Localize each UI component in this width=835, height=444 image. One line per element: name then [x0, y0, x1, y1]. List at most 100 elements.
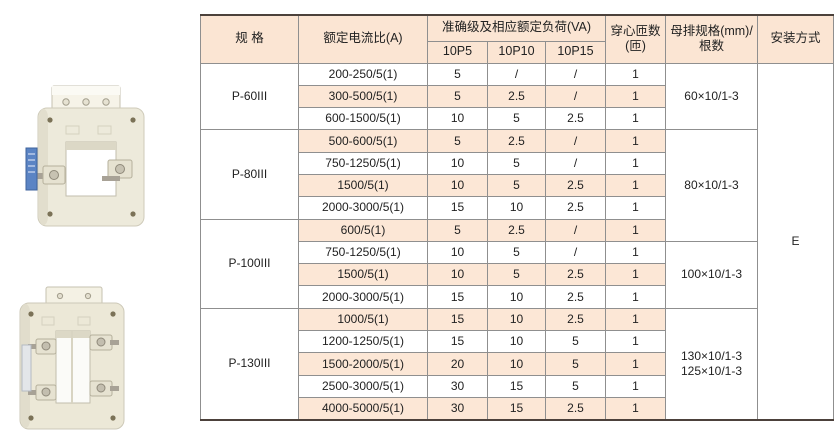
acc-10p10-cell: 10	[487, 307, 546, 332]
terminal-clamp-right-top	[89, 334, 119, 351]
acc-10p15-cell: /	[545, 84, 606, 109]
header-ratio: 额定电流比(A)	[298, 14, 428, 64]
busbar-spec-line: 100×10/1-3	[680, 267, 743, 282]
acc-10p15-cell: 5	[545, 352, 606, 376]
corner-screw	[47, 211, 53, 217]
acc-10p5-cell: 10	[427, 107, 488, 131]
clamp-screw-shaft	[102, 176, 120, 181]
acc-10p10-cell: 5	[487, 107, 546, 131]
ratio-cell: 1500/5(1)	[298, 263, 428, 287]
acc-10p10-cell: 10	[487, 196, 546, 220]
spec-cell: P-60III	[200, 62, 299, 131]
acc-10p15-cell: 2.5	[545, 107, 606, 131]
product-photo-bottom	[4, 281, 140, 439]
embossed-mark	[41, 316, 55, 326]
header-10p15: 10P15	[545, 40, 606, 64]
acc-10p10-cell: 2.5	[487, 129, 546, 153]
ratio-cell: 1200-1250/5(1)	[298, 330, 428, 354]
turns-cell: 1	[605, 218, 666, 242]
ratio-cell: 4000-5000/5(1)	[298, 396, 428, 421]
rating-label	[21, 344, 32, 392]
acc-10p15-cell: 2.5	[545, 285, 606, 309]
table-row: 1500-2000/5(1) 20 10 5 1	[201, 352, 834, 376]
corner-screw	[47, 117, 53, 123]
table-row: 750-1250/5(1) 10 5/1 100×10/1-3	[201, 240, 834, 309]
header-turns: 穿心匝数(匝)	[605, 14, 666, 64]
spec-cell: P-100III	[200, 218, 299, 309]
corner-screw	[110, 311, 116, 317]
acc-10p5-cell: 10	[427, 151, 488, 175]
acc-10p10-cell: 5	[487, 151, 546, 175]
terminal-clamp-left-top	[28, 338, 57, 355]
ratio-cell: 600/5(1)	[298, 218, 428, 242]
ratio-cell: 750-1250/5(1)	[298, 151, 428, 175]
acc-10p15-cell: 2.5	[545, 173, 606, 198]
acc-10p5-cell: 15	[427, 330, 488, 354]
terminal-clamp-right-bottom	[89, 380, 119, 397]
turns-cell: 1	[605, 151, 666, 175]
table-row: P-60III 200-250/5(1) 5//1 60×10/1-3 E	[200, 62, 834, 421]
ratio-cell: 2500-3000/5(1)	[298, 374, 428, 398]
header-spec: 规 格	[200, 14, 299, 64]
turns-cell: 1	[605, 84, 666, 109]
acc-10p10-cell: 15	[487, 396, 546, 421]
header-row-2: 10P5 10P10 10P15	[201, 40, 834, 64]
corner-screw	[130, 211, 136, 217]
current-transformer-large-illustration	[19, 286, 125, 430]
acc-10p10-cell: 10	[487, 285, 546, 309]
ratio-cell: 750-1250/5(1)	[298, 240, 428, 265]
acc-10p5-cell: 5	[427, 84, 488, 109]
acc-10p10-cell: 2.5	[487, 218, 546, 242]
acc-10p15-cell: /	[545, 62, 606, 86]
corner-screw	[110, 415, 116, 421]
ratio-cell: 1500-2000/5(1)	[298, 352, 428, 376]
table-row: 2000-3000/5(1) 15 10 2.5 1	[201, 285, 834, 309]
acc-10p10-cell: 5	[487, 240, 546, 265]
busbar-cell: 130×10/1-3 125×10/1-3	[665, 307, 758, 421]
busbar-cell: 80×10/1-3	[665, 129, 758, 242]
table-row: 2000-3000/5(1) 15 10 2.5 1	[201, 196, 834, 220]
acc-10p5-cell: 5	[427, 62, 488, 86]
ratio-cell: 200-250/5(1)	[298, 62, 428, 86]
turns-cell: 1	[605, 352, 666, 376]
header-10p5: 10P5	[427, 40, 488, 64]
acc-10p5-cell: 5	[427, 129, 488, 153]
table-row: 2500-3000/5(1) 30 15 5 1	[201, 374, 834, 398]
acc-10p10-cell: 10	[487, 352, 546, 376]
acc-10p15-cell: 2.5	[545, 263, 606, 287]
busbar-spec-line: 60×10/1-3	[684, 88, 739, 103]
acc-10p5-cell: 5	[427, 218, 488, 242]
turns-cell: 1	[605, 240, 666, 265]
acc-10p10-cell: /	[487, 62, 546, 86]
ratio-cell: 1000/5(1)	[298, 307, 428, 332]
table-row: P-130III 1000/5(1) 15 10 2.5 1 130×10/1-3 125×1…	[200, 307, 834, 421]
ratio-cell: 2000-3000/5(1)	[298, 196, 428, 220]
busbar-spec-line: 80×10/1-3	[684, 178, 739, 193]
acc-10p15-cell: 5	[545, 330, 606, 354]
acc-10p10-cell: 5	[487, 263, 546, 287]
turns-cell: 1	[605, 330, 666, 354]
turns-cell: 1	[605, 62, 666, 86]
table-row: 1200-1250/5(1) 15 10 5 1	[201, 330, 834, 354]
turns-cell: 1	[605, 374, 666, 398]
acc-10p15-cell: 2.5	[545, 396, 606, 421]
table-header: 规 格 额定电流比(A) 准确级及相应额定负荷(VA) 穿心匝数(匝) 母排规格…	[200, 14, 834, 64]
acc-10p15-cell: 2.5	[545, 196, 606, 220]
install-cell: E	[757, 62, 834, 421]
spec-cell: P-80III	[200, 129, 299, 220]
ratio-cell: 300-500/5(1)	[298, 84, 428, 109]
acc-10p15-cell: 2.5	[545, 307, 606, 332]
ratio-cell: 2000-3000/5(1)	[298, 285, 428, 309]
turns-cell: 1	[605, 396, 666, 421]
table-row: 600-1500/5(1) 10 5 2.5 1	[201, 107, 834, 131]
embossed-mark	[97, 125, 112, 135]
busbar-spec-line: 130×10/1-3	[680, 348, 743, 363]
terminal-clamp-left-bottom	[28, 384, 57, 401]
spec-cell: P-130III	[200, 307, 299, 421]
spec-table: 规 格 额定电流比(A) 准确级及相应额定负荷(VA) 穿心匝数(匝) 母排规格…	[200, 14, 834, 421]
header-install: 安装方式	[757, 14, 834, 64]
acc-10p5-cell: 15	[427, 196, 488, 220]
acc-10p5-cell: 30	[427, 374, 488, 398]
turns-cell: 1	[605, 173, 666, 198]
